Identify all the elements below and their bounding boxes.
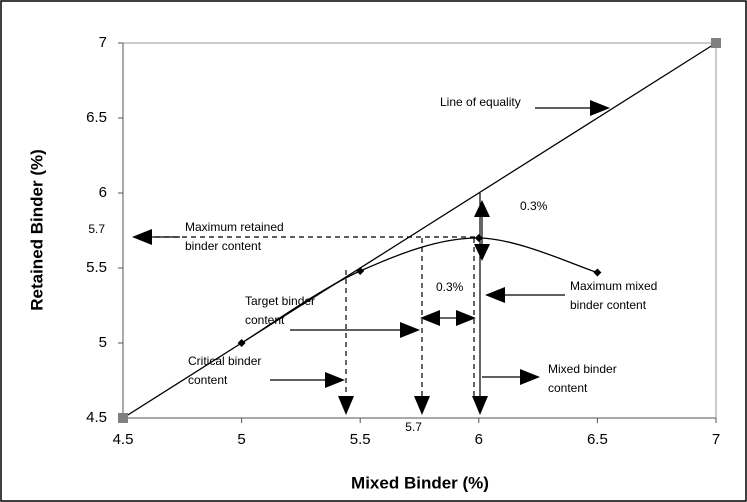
- reference-label: 5.7: [88, 222, 105, 236]
- marker: [356, 267, 365, 275]
- marker: [474, 234, 483, 242]
- arrow-head: [325, 372, 345, 388]
- arrow-head: [520, 369, 540, 385]
- arrow-head: [338, 396, 354, 415]
- y-tick-label: 6.5: [86, 109, 107, 126]
- annotation: Maximum retained: [185, 220, 284, 234]
- annotation: binder content: [570, 298, 647, 312]
- arrow-head: [132, 229, 152, 245]
- y-tick-label: 5: [99, 334, 107, 351]
- arrow-head: [456, 310, 476, 326]
- marker: [118, 413, 128, 423]
- y-axis-title: Retained Binder (%): [27, 149, 46, 311]
- annotation: content: [245, 313, 285, 327]
- x-tick-label: 5.5: [350, 431, 371, 448]
- series-line: [241, 237, 598, 344]
- annotation: Line of equality: [440, 95, 521, 109]
- reference-label: 5.7: [405, 420, 422, 434]
- series-line: [122, 42, 717, 419]
- annotation: Mixed binder: [548, 362, 617, 376]
- annotation: 0.3%: [436, 280, 464, 294]
- x-tick-label: 6: [475, 431, 483, 448]
- x-tick-label: 5: [237, 431, 245, 448]
- marker: [711, 38, 721, 48]
- annotation: binder content: [185, 239, 262, 253]
- marker: [237, 339, 246, 347]
- arrow-head: [485, 287, 505, 303]
- arrow-head: [472, 396, 488, 415]
- x-tick-label: 4.5: [113, 431, 134, 448]
- y-tick-label: 5.5: [86, 259, 107, 276]
- y-tick-label: 7: [99, 34, 107, 51]
- arrow-head: [590, 100, 610, 116]
- x-axis-title: Mixed Binder (%): [351, 473, 489, 492]
- arrow-head: [474, 244, 490, 261]
- arrow-head: [400, 322, 420, 338]
- annotation: Critical binder: [188, 354, 261, 368]
- x-tick-label: 7: [712, 431, 720, 448]
- y-tick-label: 6: [99, 184, 107, 201]
- annotation: Maximum mixed: [570, 279, 657, 293]
- x-tick-label: 6.5: [587, 431, 608, 448]
- guides: [132, 100, 610, 415]
- annotation: Target binder: [245, 294, 315, 308]
- arrow-head: [474, 200, 490, 217]
- annotation: content: [188, 373, 228, 387]
- annotation: content: [548, 381, 588, 395]
- arrow-head: [414, 396, 430, 415]
- annotation: 0.3%: [520, 199, 548, 213]
- marker: [593, 268, 602, 277]
- y-tick-label: 4.5: [86, 409, 107, 426]
- arrow-head: [420, 310, 440, 326]
